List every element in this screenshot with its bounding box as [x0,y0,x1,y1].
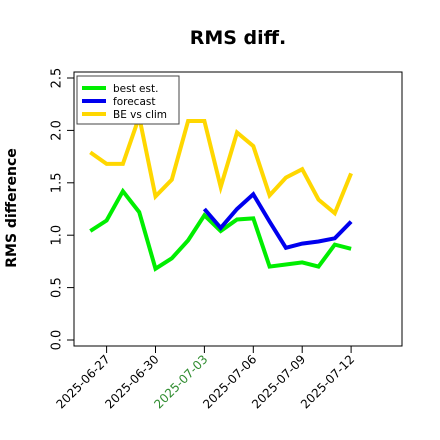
series-line-be-vs-clim [89,109,353,217]
x-axis: 2025-06-272025-06-302025-07-032025-07-06… [54,346,357,411]
y-tick-label: 1.5 [50,172,65,193]
legend-label: forecast [113,96,155,108]
y-axis-label: RMS difference [4,148,20,268]
series-layer [89,109,353,272]
series-line-best-est- [89,187,352,272]
plot-area-frame [73,71,403,347]
y-tick-label: 1.0 [50,225,65,246]
series-line-forecast [202,191,353,251]
y-axis: 0.0 0.5 1.0 1.5 2.0 2.5 [50,68,74,351]
y-tick-label: 0.5 [50,277,65,298]
legend-label: best est. [113,83,158,95]
chart-title: RMS diff. [190,27,287,49]
y-tick-label: 0.0 [50,330,65,351]
y-tick-label: 2.5 [50,68,65,89]
y-tick-label: 2.0 [50,120,65,141]
legend-label: BE vs clim [113,109,167,121]
